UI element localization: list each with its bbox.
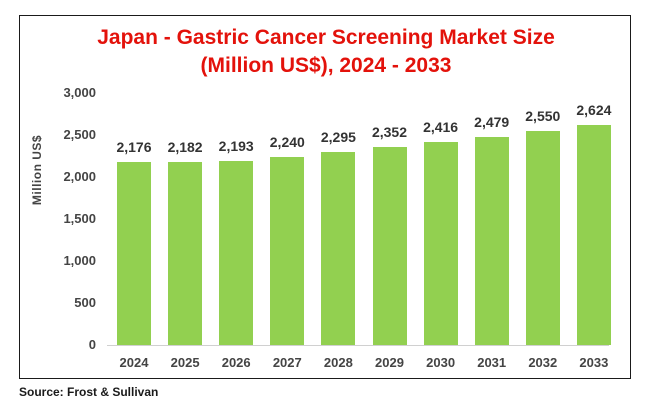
- bar-2032: [525, 130, 560, 345]
- source-note: Source: Frost & Sullivan: [19, 385, 159, 399]
- data-label: 2,182: [167, 138, 203, 155]
- x-tick-label: 2024: [119, 355, 149, 370]
- bar-2030: [423, 142, 458, 345]
- x-tick-label: 2025: [170, 355, 200, 370]
- data-label: 2,176: [116, 139, 152, 156]
- data-label: 2,416: [423, 119, 459, 136]
- bar-2027: [270, 156, 305, 345]
- bar-2029: [372, 147, 407, 345]
- bar-2033: [576, 124, 611, 345]
- x-tick-label: 2026: [221, 355, 251, 370]
- y-tick-label: 500: [74, 295, 96, 310]
- chart-frame: Japan - Gastric Cancer Screening Market …: [19, 15, 631, 379]
- data-label: 2,352: [371, 124, 408, 141]
- bar-2026: [219, 160, 254, 345]
- y-tick-label: 0: [88, 337, 96, 352]
- x-tick-label: 2028: [323, 355, 353, 370]
- y-tick-label: 2,000: [63, 169, 96, 184]
- x-tick-label: 2031: [477, 355, 507, 370]
- x-tick-label: 2027: [272, 355, 302, 370]
- bar-2028: [321, 152, 356, 345]
- chart-title-line-1: Japan - Gastric Cancer Screening Market …: [97, 26, 555, 49]
- bar-2024: [117, 162, 151, 345]
- x-tick-label: 2030: [426, 355, 456, 370]
- y-tick-label: 2,500: [63, 127, 96, 142]
- x-tick-label: 2033: [579, 355, 609, 370]
- y-tick-label: 1,500: [63, 211, 96, 226]
- data-label: 2,550: [525, 107, 561, 124]
- data-label: 2,624: [576, 101, 612, 118]
- chart-title: Japan - Gastric Cancer Screening Market …: [20, 24, 632, 80]
- x-tick-label: 2029: [375, 355, 404, 370]
- chart-title-line-2: (Million US$), 2024 - 2033: [200, 54, 452, 77]
- data-label: 2,295: [320, 129, 356, 146]
- y-tick-label: 1,000: [63, 253, 96, 268]
- data-label: 2,479: [474, 113, 510, 130]
- data-label: 2,240: [269, 133, 305, 150]
- bar-2025: [168, 161, 203, 345]
- bar-2031: [474, 136, 509, 345]
- data-label: 2,193: [218, 137, 254, 154]
- x-tick-label: 2032: [528, 355, 558, 370]
- x-axis-line: [107, 345, 609, 346]
- y-tick-label: 3,000: [63, 85, 96, 100]
